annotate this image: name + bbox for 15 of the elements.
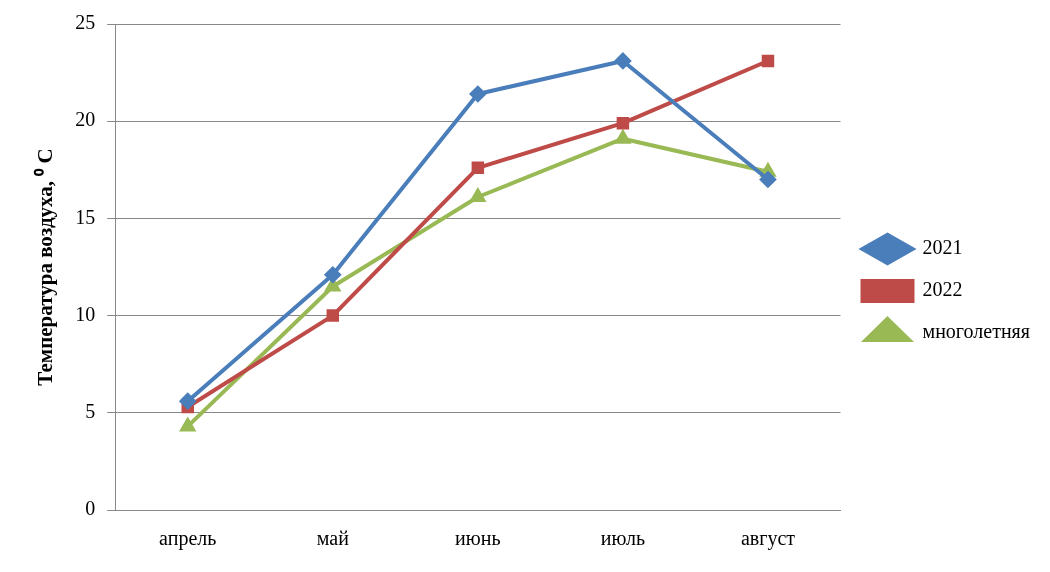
legend-label: 2021 bbox=[922, 236, 963, 259]
y-tick-label: 20 bbox=[75, 108, 96, 131]
y-tick-label: 5 bbox=[85, 400, 96, 423]
x-tick-label: апрель bbox=[159, 527, 217, 551]
y-tick-label: 0 bbox=[85, 497, 96, 520]
x-tick-label: июнь bbox=[455, 527, 501, 550]
x-tick-label: июль bbox=[600, 527, 646, 550]
x-tick-label: май bbox=[316, 527, 350, 550]
x-tick-label: август bbox=[740, 527, 796, 551]
legend-label: 2022 bbox=[922, 278, 963, 301]
y-tick-label: 25 bbox=[75, 11, 96, 34]
legend-label: многолетняя bbox=[922, 320, 1030, 343]
y-tick-label: 10 bbox=[75, 302, 96, 325]
y-axis-title: Температура воздуха, ⁰ С bbox=[33, 148, 58, 386]
y-tick-label: 15 bbox=[75, 205, 96, 228]
